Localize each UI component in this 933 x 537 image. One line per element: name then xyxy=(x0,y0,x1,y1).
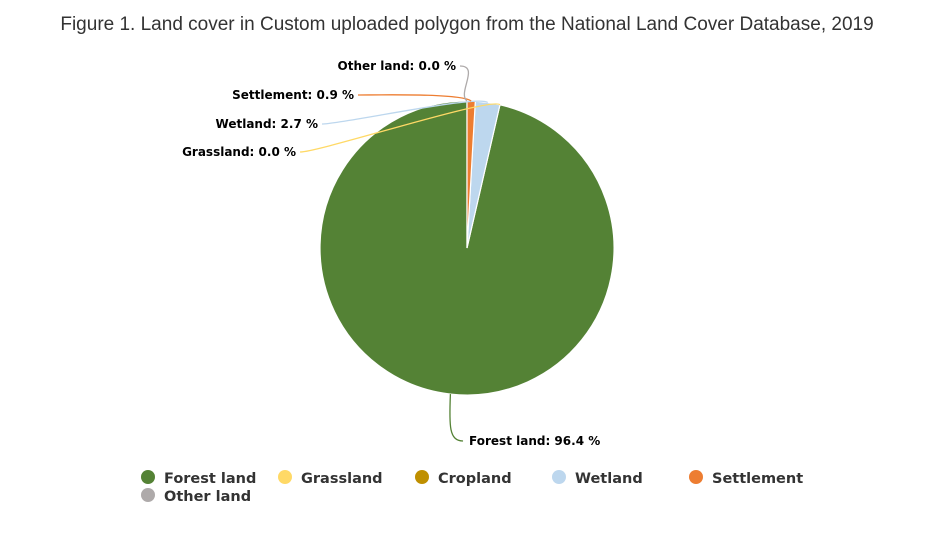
chart-title: Figure 1. Land cover in Custom uploaded … xyxy=(60,14,873,35)
label-connectors xyxy=(299,65,501,442)
data-label-grassland: Grassland: 0.0 % xyxy=(182,145,296,159)
connector-wetland xyxy=(321,100,489,125)
legend-marker-cropland xyxy=(415,470,429,484)
pie-slices xyxy=(319,100,615,396)
legend-label-grassland: Grassland xyxy=(301,471,383,487)
data-label-other-land: Other land: 0.0 % xyxy=(338,59,457,73)
connector-grassland xyxy=(299,103,501,153)
legend-label-wetland: Wetland xyxy=(575,471,643,487)
data-label-settlement: Settlement: 0.9 % xyxy=(232,88,354,102)
legend-label-other-land: Other land xyxy=(164,489,251,505)
legend-marker-grassland xyxy=(278,470,292,484)
connector-forest-land xyxy=(449,394,464,442)
legend-item-other-land[interactable]: Other land xyxy=(141,488,251,505)
data-labels: Forest land: 96.4 % Grassland: 0.0 % Wetla… xyxy=(182,59,600,448)
legend-label-cropland: Cropland xyxy=(438,471,512,487)
legend-marker-other-land xyxy=(141,488,155,502)
connector-settlement xyxy=(357,94,472,102)
legend-item-settlement[interactable]: Settlement xyxy=(689,470,803,487)
data-label-wetland: Wetland: 2.7 % xyxy=(216,117,318,131)
legend-label-settlement: Settlement xyxy=(712,471,803,487)
legend-item-grassland[interactable]: Grassland xyxy=(278,470,383,487)
connector-other-land xyxy=(459,65,470,102)
legend-marker-wetland xyxy=(552,470,566,484)
legend-item-forest-land[interactable]: Forest land xyxy=(141,470,256,487)
data-label-forest-land: Forest land: 96.4 % xyxy=(469,434,600,448)
legend-label-forest-land: Forest land xyxy=(164,471,256,487)
legend-marker-forest-land xyxy=(141,470,155,484)
legend: Forest land Grassland Cropland Wetland Settl… xyxy=(141,470,803,505)
legend-item-cropland[interactable]: Cropland xyxy=(415,470,512,487)
legend-item-wetland[interactable]: Wetland xyxy=(552,470,643,487)
legend-marker-settlement xyxy=(689,470,703,484)
